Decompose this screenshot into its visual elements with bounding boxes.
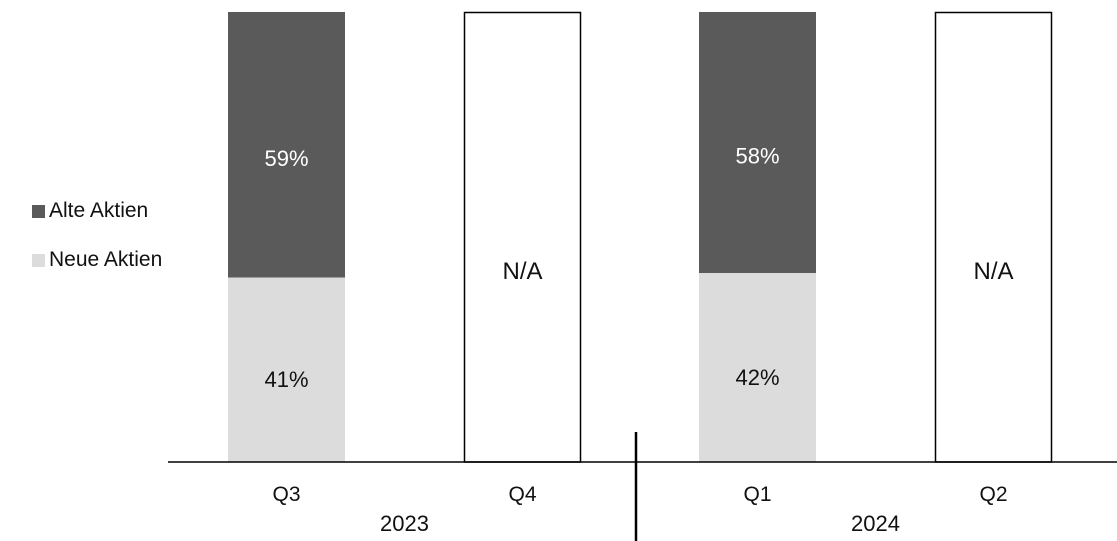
legend: Alte Aktien Neue Aktien [32, 199, 162, 271]
x-axis [168, 432, 1117, 541]
category-label-q1: Q1 [743, 483, 771, 506]
data-label-alte-aktien-q3: 59% [264, 146, 308, 171]
category-label-q2: Q2 [979, 483, 1007, 506]
bar-segment-neue-aktien-q1 [699, 273, 816, 462]
bar-segment-alte-aktien-q1 [699, 12, 816, 273]
category-label-q3: Q3 [272, 483, 300, 506]
na-label-q4: N/A [502, 258, 542, 285]
bar-q2-na [934, 11, 1053, 463]
year-label-2024: 2024 [851, 511, 900, 536]
bar-segment-neue-aktien-q3 [228, 277, 345, 462]
na-label-q2: N/A [973, 258, 1013, 285]
axis-labels: Q3 Q4 Q1 Q2 2023 2024 [272, 483, 1007, 536]
legend-label-neue-aktien: Neue Aktien [49, 248, 162, 271]
year-label-2023: 2023 [380, 511, 429, 536]
data-label-neue-aktien-q3: 41% [264, 367, 308, 392]
data-label-neue-aktien-q1: 42% [735, 365, 779, 390]
category-label-q4: Q4 [508, 483, 536, 506]
legend-swatch-alte-aktien [32, 205, 45, 218]
bar-segment-alte-aktien-q3 [228, 12, 345, 278]
data-label-alte-aktien-q1: 58% [735, 144, 779, 169]
bars: 41% 59% N/A 42% 58% N/A [228, 11, 1053, 463]
bar-q4-na [463, 11, 582, 463]
legend-label-alte-aktien: Alte Aktien [49, 199, 148, 222]
legend-swatch-neue-aktien [32, 254, 45, 267]
